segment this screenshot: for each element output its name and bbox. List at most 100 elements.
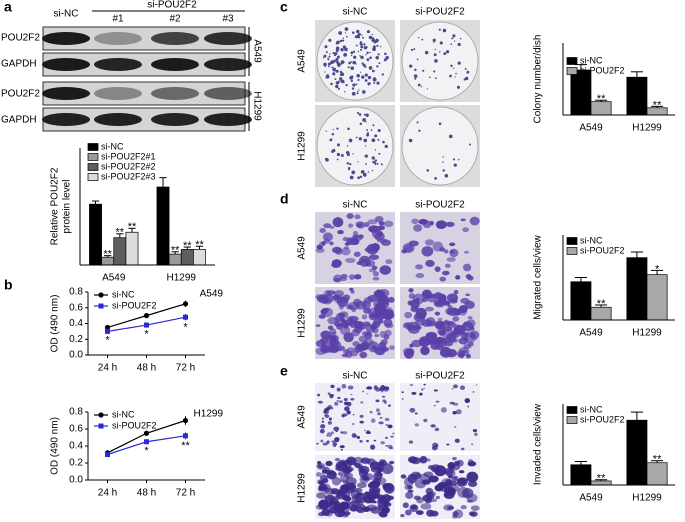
colony [335, 49, 339, 53]
colony [352, 50, 355, 53]
legend-swatch [87, 153, 99, 161]
colony [356, 111, 360, 115]
cell [354, 274, 362, 280]
significance-label: * [655, 263, 660, 275]
cell [467, 316, 473, 320]
cell [445, 469, 456, 478]
colony [335, 57, 339, 62]
colony [338, 31, 343, 35]
colony [413, 48, 416, 51]
colony [369, 51, 371, 54]
colony [386, 57, 388, 59]
cell [464, 398, 471, 404]
colony [356, 92, 359, 95]
cell [446, 443, 450, 446]
cell [421, 246, 434, 257]
cell [360, 401, 364, 404]
colony [328, 38, 332, 42]
cell [467, 275, 474, 281]
cell [453, 289, 459, 295]
cell [319, 241, 325, 247]
cell [381, 385, 385, 387]
cell [375, 408, 380, 412]
cell [447, 488, 456, 497]
image-column-label: si-POU2F2 [415, 200, 465, 211]
cell [373, 439, 377, 442]
significance-label: ** [653, 454, 662, 466]
image-row-label: A549 [297, 49, 308, 73]
cell [419, 338, 428, 345]
legend-label: si-NC [101, 141, 124, 151]
cell [443, 504, 454, 511]
marker [98, 423, 104, 429]
colony [420, 86, 423, 88]
cell [331, 262, 341, 268]
colony [367, 75, 372, 80]
cell [411, 218, 419, 225]
x-tick-label: H1299 [632, 123, 662, 134]
cell [400, 513, 405, 518]
cell [437, 483, 442, 488]
cell [331, 440, 335, 443]
cell [354, 321, 364, 329]
x-tick-label: H1299 [632, 493, 662, 504]
colony [375, 55, 379, 60]
cell [351, 329, 360, 337]
cell [341, 321, 349, 328]
cell [454, 438, 460, 443]
cell [433, 389, 438, 392]
cell [353, 251, 361, 257]
cell [423, 418, 428, 423]
cell [324, 487, 335, 496]
cell [322, 478, 329, 484]
colony [366, 58, 370, 62]
colony [383, 58, 387, 62]
legend-label: si-NC [580, 55, 603, 65]
cell [359, 465, 370, 474]
colony [343, 61, 345, 63]
cell [460, 447, 465, 451]
lane-label: #1 [112, 14, 124, 25]
colony [328, 55, 331, 58]
cell [425, 487, 434, 495]
colony [358, 137, 362, 141]
legend-swatch [566, 67, 578, 75]
colony [370, 129, 373, 131]
colony [414, 77, 417, 80]
cell [359, 351, 368, 359]
cell [321, 469, 328, 474]
cell [420, 346, 430, 356]
y-axis-label: Migrated cells/view [533, 234, 544, 319]
colony [363, 113, 366, 116]
cell [422, 494, 433, 502]
cell [410, 471, 422, 480]
marker [183, 433, 188, 439]
cell [350, 397, 355, 401]
colony [384, 144, 388, 149]
colony [322, 56, 325, 59]
cell [339, 311, 349, 318]
cell [334, 345, 345, 352]
cell [418, 218, 428, 225]
y-tick-label: 0.4 [69, 318, 83, 329]
colony [344, 32, 346, 34]
colony [442, 156, 444, 158]
cell [437, 327, 446, 336]
image-row-label: H1299 [297, 131, 308, 161]
colony [424, 50, 429, 55]
cell [320, 330, 332, 340]
legend-label: si-POU2F2 [112, 420, 157, 430]
cell [336, 400, 339, 402]
cell [409, 407, 416, 413]
marker [143, 313, 150, 319]
cell [465, 353, 471, 359]
colony [357, 161, 359, 163]
cell [346, 401, 352, 407]
cell [335, 464, 342, 469]
colony [330, 61, 333, 63]
cell [345, 257, 356, 264]
colony [355, 83, 358, 86]
cell [409, 383, 414, 386]
colony [378, 152, 381, 155]
colony [344, 27, 349, 31]
